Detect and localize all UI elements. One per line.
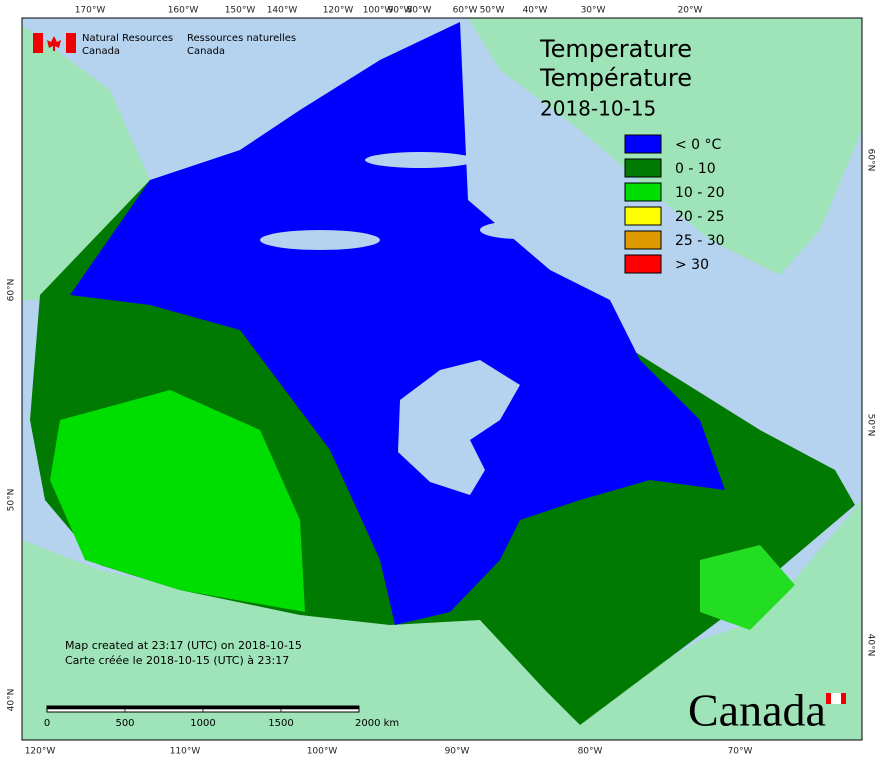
maritimes xyxy=(700,545,795,630)
scale-label: 0 xyxy=(44,718,50,729)
graticule-label: 140°W xyxy=(267,6,298,16)
alaska xyxy=(22,25,150,300)
graticule-label: 170°W xyxy=(75,6,106,16)
graticule-label: 40°N xyxy=(866,634,876,657)
graticule-label: 60°W xyxy=(453,6,478,16)
graticule-label: 90°W xyxy=(388,6,413,16)
date: 2018-10-15 xyxy=(540,97,656,121)
graticule-label: 120°W xyxy=(323,6,354,16)
graticule-label: 80°W xyxy=(407,6,432,16)
agency-en: Natural Resources xyxy=(82,33,173,44)
hudson-bay xyxy=(398,360,520,495)
agency-fr: Canada xyxy=(187,46,225,57)
graticule-label: 20°W xyxy=(678,6,703,16)
legend-swatch xyxy=(624,134,662,154)
channel xyxy=(260,230,380,250)
legend-swatch xyxy=(624,158,662,178)
legend-label: 25 - 30 xyxy=(675,233,725,249)
channel xyxy=(480,221,560,239)
graticule-label: 160°W xyxy=(168,6,199,16)
graticule-label: 100°W xyxy=(307,747,338,757)
logo xyxy=(33,33,76,53)
graticule-label: 30°W xyxy=(581,6,606,16)
graticule-label: 50°W xyxy=(480,6,505,16)
graticule-label: 120°W xyxy=(25,747,56,757)
legend-swatch xyxy=(624,230,662,250)
graticule-label: 110°W xyxy=(170,747,201,757)
credit: Carte créée le 2018-10-15 (UTC) à 23:17 xyxy=(65,654,289,667)
flag-bar xyxy=(33,33,43,53)
scale-label: 1500 xyxy=(268,718,293,729)
scale-label: 2000 km xyxy=(355,718,399,729)
graticule-label: 50°N xyxy=(7,489,17,512)
wordmark: Canada xyxy=(688,685,826,736)
graticule-label: 50°N xyxy=(866,414,876,437)
title: Temperature xyxy=(539,35,692,63)
scale-label: 500 xyxy=(115,718,134,729)
graticule-label: 60°N xyxy=(866,149,876,172)
frame xyxy=(21,17,863,741)
legend-label: < 0 °C xyxy=(675,137,722,153)
legend-label: > 30 xyxy=(675,257,709,273)
scale-segment xyxy=(203,706,281,709)
graticule-label: 60°N xyxy=(7,279,17,302)
title-fr: Température xyxy=(539,64,692,92)
greenland xyxy=(468,18,862,275)
flag-bar xyxy=(66,33,76,53)
graticule-label: 90°W xyxy=(445,747,470,757)
scale-segment xyxy=(125,706,203,709)
scale-frame xyxy=(46,705,360,713)
graticule-label: 40°W xyxy=(523,6,548,16)
wordmark-flag xyxy=(831,693,841,704)
legend-swatch xyxy=(624,206,662,226)
legend-label: 10 - 20 xyxy=(675,185,725,201)
prairies xyxy=(50,390,305,612)
agency-fr: Ressources naturelles xyxy=(187,33,296,44)
graticule-label: 150°W xyxy=(225,6,256,16)
credit: Map created at 23:17 (UTC) on 2018-10-15 xyxy=(65,639,302,652)
scale-segment xyxy=(47,706,125,709)
graticule-label: 80°W xyxy=(578,747,603,757)
graticule-label: 70°W xyxy=(728,747,753,757)
legend-label: 0 - 10 xyxy=(675,161,716,177)
channel xyxy=(365,152,475,168)
cold-region xyxy=(70,22,725,625)
scale-label: 1000 xyxy=(190,718,215,729)
legend-swatch xyxy=(624,254,662,274)
legend-label: 20 - 25 xyxy=(675,209,725,225)
graticule-label: 40°N xyxy=(7,689,17,712)
graticule-label: 100°W xyxy=(363,6,394,16)
agency-en: Canada xyxy=(82,46,120,57)
maple-leaf xyxy=(47,36,61,51)
overlay: < 0 °C 0 - 10 10 - 20 20 - 25 25 - 30 > 30 170… xyxy=(7,6,876,757)
scale-segment xyxy=(281,706,359,709)
legend-swatch xyxy=(624,182,662,202)
